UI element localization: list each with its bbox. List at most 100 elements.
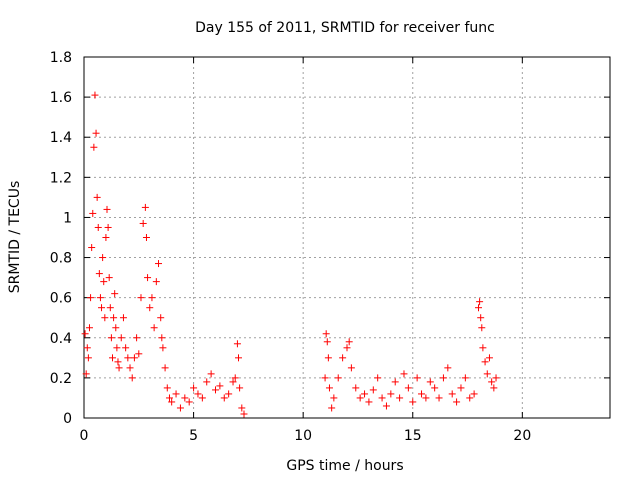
data-point	[457, 384, 465, 392]
data-point	[103, 205, 111, 213]
data-point	[203, 378, 211, 386]
data-point	[220, 394, 228, 402]
data-point	[374, 374, 382, 382]
data-point	[365, 398, 373, 406]
data-point	[158, 334, 166, 342]
data-point	[470, 390, 478, 398]
data-point	[176, 404, 184, 412]
data-point	[106, 304, 114, 312]
tick-labels: 0 5 10 15 20 0 0.2 0.4 0.6 0.8 1 1.2 1.4 1.6 1.8	[50, 50, 532, 444]
y-tick-label: 1.8	[50, 50, 72, 66]
data-point	[233, 340, 241, 348]
data-point	[112, 324, 120, 332]
y-tick-label: 1.4	[50, 130, 72, 146]
data-point	[400, 370, 408, 378]
data-point	[119, 314, 127, 322]
data-point	[88, 244, 96, 252]
data-point	[142, 234, 150, 241]
y-tick-label: 0.2	[50, 371, 72, 387]
plot-area-frame	[83, 56, 611, 419]
data-point	[439, 374, 447, 382]
data-point	[330, 394, 338, 402]
data-point	[152, 278, 160, 286]
data-point	[396, 394, 404, 402]
data-point	[92, 129, 100, 137]
data-point	[475, 304, 482, 312]
data-point	[172, 390, 180, 398]
data-point	[198, 394, 206, 402]
data-point	[378, 394, 386, 402]
data-point	[481, 358, 489, 366]
data-point	[110, 314, 118, 322]
y-tick-label: 0.4	[50, 331, 72, 347]
data-point	[137, 294, 145, 302]
data-point	[343, 344, 351, 352]
data-point	[101, 314, 109, 322]
data-point	[165, 394, 173, 402]
x-tick-label: 0	[80, 428, 89, 444]
data-point	[139, 219, 147, 227]
data-point	[99, 254, 107, 262]
data-point	[404, 384, 412, 392]
data-point	[435, 394, 443, 402]
data-point	[391, 378, 399, 386]
data-point	[339, 354, 347, 362]
data-point	[181, 394, 189, 402]
data-point	[128, 374, 136, 382]
data-point	[190, 384, 198, 392]
data-point	[94, 223, 102, 231]
x-axis-label: GPS time / hours	[286, 458, 403, 474]
data-point	[161, 364, 169, 372]
data-point	[422, 394, 430, 402]
data-point	[82, 370, 90, 378]
data-point	[477, 314, 485, 322]
data-point	[100, 278, 108, 286]
data-point	[382, 402, 390, 410]
data-point	[117, 334, 125, 342]
data-point	[93, 193, 101, 201]
data-point	[124, 354, 132, 362]
data-point	[113, 344, 121, 352]
data-point	[105, 274, 113, 282]
data-point	[91, 91, 99, 99]
y-axis-label: SRMTID / TECUs	[7, 181, 23, 294]
data-point	[115, 364, 123, 372]
data-point	[461, 374, 469, 382]
data-point	[238, 404, 246, 412]
data-point	[387, 390, 395, 398]
x-tick-label: 15	[404, 428, 422, 444]
data-point	[83, 344, 91, 352]
data-point	[95, 270, 103, 278]
data-point	[212, 386, 219, 394]
data-point	[130, 354, 138, 362]
y-tick-label: 1	[63, 210, 72, 226]
y-tick-label: 1.2	[50, 170, 72, 186]
data-point	[111, 290, 119, 298]
data-point	[107, 334, 115, 342]
data-point	[225, 390, 233, 398]
data-point	[231, 374, 239, 382]
data-point	[324, 354, 332, 362]
data-point	[478, 324, 486, 332]
data-point	[194, 390, 202, 398]
data-point	[104, 223, 112, 231]
data-point	[98, 304, 106, 312]
x-tick-label: 5	[189, 428, 198, 444]
data-point	[135, 350, 143, 358]
data-point	[488, 378, 496, 386]
data-point	[413, 374, 421, 382]
data-point	[479, 344, 487, 352]
data-point	[229, 378, 237, 386]
data-point	[345, 338, 353, 346]
data-point	[185, 398, 193, 406]
data-point	[108, 354, 116, 362]
data-point	[114, 358, 122, 366]
data-points	[81, 91, 500, 418]
data-point	[334, 374, 342, 382]
data-point	[216, 382, 224, 390]
data-point	[150, 324, 158, 332]
axis-ticks	[83, 56, 610, 419]
y-tick-label: 1.6	[50, 90, 72, 106]
